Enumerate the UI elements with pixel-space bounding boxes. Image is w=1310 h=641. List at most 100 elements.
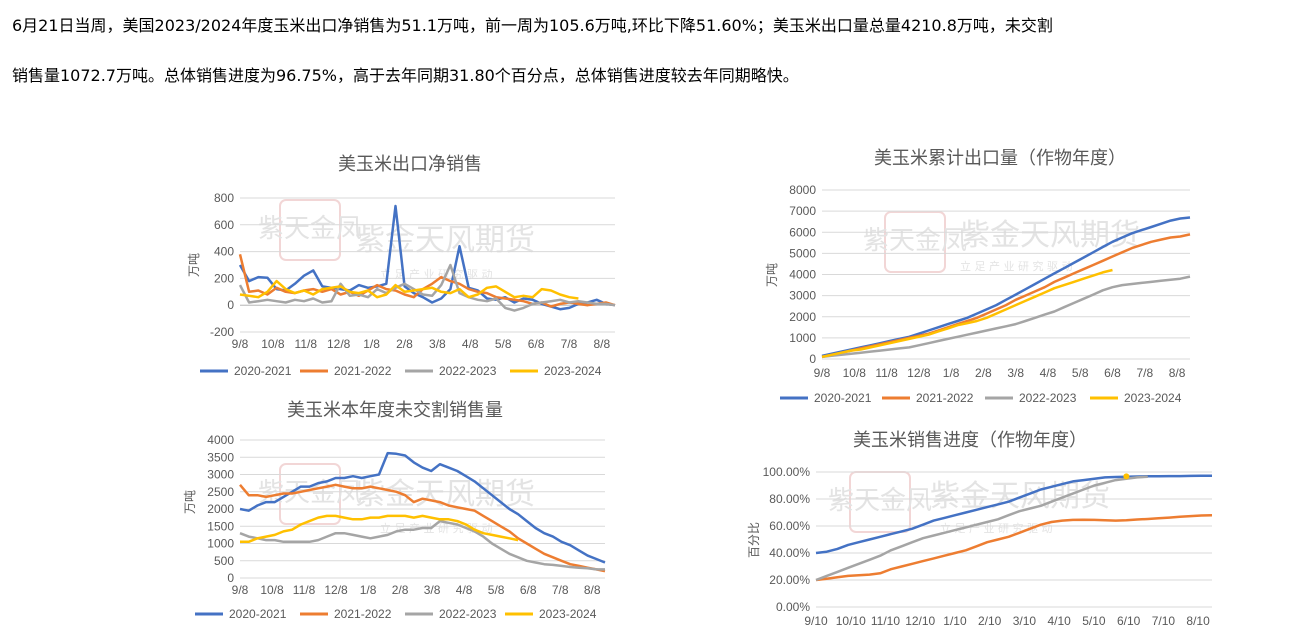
- x-tick-label: 11/8: [295, 337, 318, 351]
- x-tick-label: 5/10: [1082, 614, 1106, 628]
- x-tick-label: 11/8: [293, 583, 316, 597]
- legend-label: 2023-2024: [1124, 391, 1182, 405]
- x-tick-label: 1/10: [943, 614, 967, 628]
- summary-line-2: 销售量1072.7万吨。总体销售进度为96.75%，高于去年同期31.80个百分…: [12, 66, 799, 85]
- series-line-2021-2022: [239, 483, 606, 573]
- y-tick-label: 0: [227, 298, 234, 312]
- summary-line-1: 6月21日当周，美国2023/2024年度玉米出口净销售为51.1万吨，前一周为…: [12, 16, 1053, 35]
- x-tick-label: 2/8: [392, 583, 409, 597]
- x-tick-label: 7/10: [1152, 614, 1176, 628]
- x-tick-label: 1/8: [360, 583, 377, 597]
- x-tick-label: 4/8: [456, 583, 473, 597]
- watermark-seal: 紫天金凤: [258, 478, 362, 508]
- x-tick-label: 9/8: [814, 366, 831, 380]
- chart-title: 美玉米累计出口量（作物年度）: [874, 148, 1126, 169]
- y-axis-label: 万吨: [765, 263, 779, 287]
- x-tick-label: 4/10: [1047, 614, 1071, 628]
- x-tick-label: 8/8: [584, 583, 601, 597]
- x-tick-label: 8/10: [1186, 614, 1210, 628]
- y-tick-label: 2500: [207, 485, 234, 499]
- series-line-2022-2023: [815, 475, 1148, 582]
- chart-title: 美玉米出口净销售: [338, 154, 482, 175]
- legend-label: 2020-2021: [229, 607, 287, 621]
- x-tick-label: 1/8: [943, 366, 960, 380]
- watermark-seal: 紫天金凤: [863, 226, 967, 256]
- x-tick-label: 5/8: [1072, 366, 1089, 380]
- y-tick-label: 4000: [789, 268, 816, 282]
- legend-label: 2022-2023: [1019, 391, 1077, 405]
- series-line-2022-2023: [821, 275, 1191, 359]
- legend-label: 2023-2024: [539, 607, 597, 621]
- y-tick-label: 4000: [207, 433, 234, 447]
- legend-label: 2021-2022: [334, 607, 392, 621]
- series-line-2020-2021: [239, 451, 606, 564]
- y-tick-label: 20.00%: [769, 573, 810, 587]
- x-tick-label: 4/8: [1040, 366, 1057, 380]
- y-tick-label: 1000: [789, 331, 816, 345]
- y-tick-label: 0.00%: [776, 600, 810, 614]
- x-tick-label: 12/8: [327, 337, 351, 351]
- x-tick-label: 3/8: [1007, 366, 1024, 380]
- y-tick-label: 3000: [207, 468, 234, 482]
- x-tick-label: 1/8: [363, 337, 380, 351]
- x-tick-label: 12/8: [324, 583, 348, 597]
- x-tick-label: 8/8: [1169, 366, 1186, 380]
- y-tick-label: 1500: [207, 519, 234, 533]
- legend-label: 2020-2021: [234, 364, 292, 378]
- x-tick-label: 6/8: [520, 583, 537, 597]
- x-tick-label: 6/10: [1117, 614, 1141, 628]
- x-tick-label: 7/8: [1136, 366, 1153, 380]
- x-tick-label: 10/8: [260, 583, 284, 597]
- y-tick-label: -200: [210, 325, 234, 339]
- y-tick-label: 8000: [789, 183, 816, 197]
- watermark-name: 紫金天风期货: [960, 218, 1140, 253]
- x-tick-label: 10/8: [843, 366, 867, 380]
- cumulative-exports-chart: 美玉米累计出口量（作物年度） 紫天金凤 紫金天风期货 立 足 产 业 研 究 驱…: [765, 148, 1191, 405]
- x-tick-label: 2/8: [975, 366, 992, 380]
- watermark-slogan: 立 足 产 业 研 究 驱 动: [960, 259, 1072, 273]
- watermark: 紫天金凤 紫金天风期货 立 足 产 业 研 究 驱 动: [258, 199, 535, 281]
- y-tick-label: 5000: [789, 246, 816, 260]
- x-tick-label: 9/10: [804, 614, 828, 628]
- x-tick-label: 5/8: [495, 337, 512, 351]
- y-tick-label: 100.00%: [763, 465, 811, 479]
- x-tick-label: 11/10: [871, 614, 900, 628]
- series-line-2023-2024: [239, 279, 579, 300]
- x-tick-label: 6/8: [1104, 366, 1121, 380]
- watermark-name: 紫金天风期货: [355, 223, 535, 258]
- x-tick-label: 5/8: [488, 583, 505, 597]
- y-axis-label: 百分比: [747, 522, 761, 558]
- watermark-seal: 紫天金凤: [828, 486, 932, 516]
- y-axis-label: 万吨: [183, 490, 197, 514]
- x-tick-label: 8/8: [593, 337, 610, 351]
- x-tick-label: 2/10: [978, 614, 1002, 628]
- x-tick-label: 3/8: [429, 337, 446, 351]
- x-tick-label: 11/8: [875, 366, 898, 380]
- x-tick-label: 10/8: [261, 337, 285, 351]
- y-tick-label: 600: [214, 218, 234, 232]
- x-tick-label: 7/8: [561, 337, 578, 351]
- series-line-2022-2023: [239, 519, 605, 571]
- x-tick-label: 4/8: [462, 337, 479, 351]
- legend-label: 2021-2022: [916, 391, 974, 405]
- x-tick-label: 9/8: [232, 337, 249, 351]
- x-tick-label: 10/10: [836, 614, 866, 628]
- y-tick-label: 2000: [207, 502, 234, 516]
- legend-label: 2022-2023: [439, 607, 497, 621]
- y-tick-label: 400: [214, 245, 234, 259]
- y-axis-label: 万吨: [187, 253, 201, 277]
- x-tick-label: 3/10: [1013, 614, 1037, 628]
- chart-title: 美玉米本年度未交割销售量: [287, 400, 503, 421]
- y-tick-label: 80.00%: [769, 492, 810, 506]
- net-sales-chart: 美玉米出口净销售 紫天金凤 紫金天风期货 立 足 产 业 研 究 驱 动 万吨 …: [187, 154, 616, 378]
- y-tick-label: 0: [809, 352, 816, 366]
- y-tick-label: 3500: [207, 450, 234, 464]
- x-tick-label: 12/10: [905, 614, 935, 628]
- chart-title: 美玉米销售进度（作物年度）: [853, 430, 1087, 451]
- y-tick-label: 60.00%: [769, 519, 810, 533]
- x-tick-label: 9/8: [232, 583, 249, 597]
- y-tick-label: 500: [214, 554, 234, 568]
- y-tick-label: 0: [227, 571, 234, 585]
- legend-label: 2022-2023: [439, 364, 497, 378]
- series-line-2023-2024: [821, 268, 1113, 359]
